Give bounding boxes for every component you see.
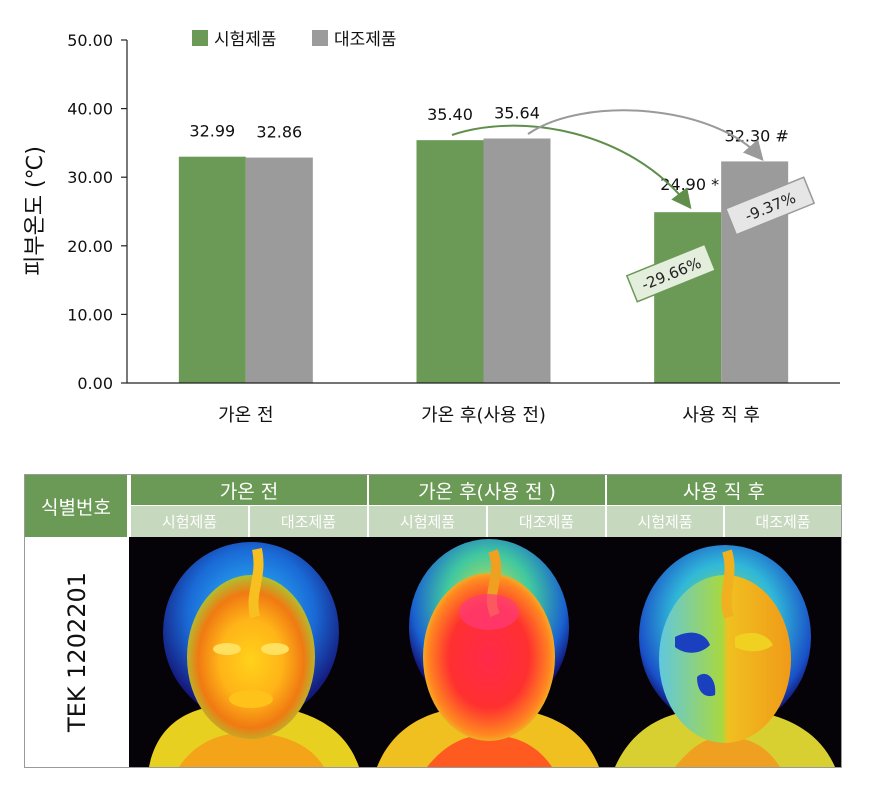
y-tick-label: 10.00	[67, 305, 113, 324]
bar-value-label: 35.64	[494, 104, 540, 123]
group-header-after-use: 사용 직 후	[605, 475, 841, 505]
id-header: 식별번호	[25, 475, 129, 537]
legend-label-test: 시험제품	[214, 30, 277, 50]
y-tick-label: 40.00	[67, 100, 113, 119]
bar-test	[654, 212, 722, 383]
row-id-text: TEK 1202201	[63, 571, 92, 733]
change-arrow-control	[527, 109, 764, 162]
legend-swatch-test	[192, 30, 208, 46]
subheader-test-3: 시험제품	[605, 506, 723, 537]
y-tick-label: 20.00	[67, 237, 113, 256]
subheader-control-2: 대조제품	[486, 506, 605, 537]
x-category-label: 사용 직 후	[682, 405, 760, 426]
legend: 시험제품 대조제품	[192, 30, 397, 50]
subheader-control-3: 대조제품	[723, 506, 841, 537]
bar-value-label: 32.86	[256, 123, 302, 142]
thermal-image-after-heating	[367, 537, 605, 767]
bar-control	[245, 157, 313, 383]
subheader-control-1: 대조제품	[248, 506, 367, 537]
legend-label-control: 대조제품	[334, 30, 397, 50]
y-tick-label: 30.00	[67, 168, 113, 187]
bar-chart: 0.00 10.00 20.00 30.00 40.00 50.00 가온 전 가온 후(사…	[23, 30, 840, 426]
annotation-box-test	[625, 243, 717, 303]
legend-swatch-control	[312, 30, 328, 46]
row-label: TEK 1202201	[25, 537, 129, 767]
subheader-test-2: 시험제품	[367, 506, 486, 537]
thermal-image-after-use	[605, 537, 841, 767]
x-category-label: 가온 후(사용 전)	[421, 405, 546, 426]
bar-value-label: 35.40	[427, 105, 473, 124]
y-axis-title: 피부온도 (℃)	[23, 146, 48, 276]
bar-test	[178, 156, 246, 383]
y-tick-label: 0.00	[77, 374, 113, 393]
annotation-box-control	[724, 176, 816, 236]
thermal-image-table: 식별번호 가온 전 가온 후(사용 전 ) 사용 직 후 시험제품 대조제품 시…	[24, 474, 842, 768]
bar-control	[483, 138, 551, 383]
bar-value-label: 32.99	[189, 122, 235, 141]
subheader-test-1: 시험제품	[129, 506, 248, 537]
x-category-label: 가온 전	[218, 405, 273, 426]
thermal-image-before	[129, 537, 367, 767]
group-header-before: 가온 전	[129, 475, 367, 505]
bar-test	[416, 140, 484, 383]
group-header-after-heating: 가온 후(사용 전 )	[367, 475, 605, 505]
y-tick-label: 50.00	[67, 31, 113, 50]
change-arrow-test	[451, 124, 692, 210]
